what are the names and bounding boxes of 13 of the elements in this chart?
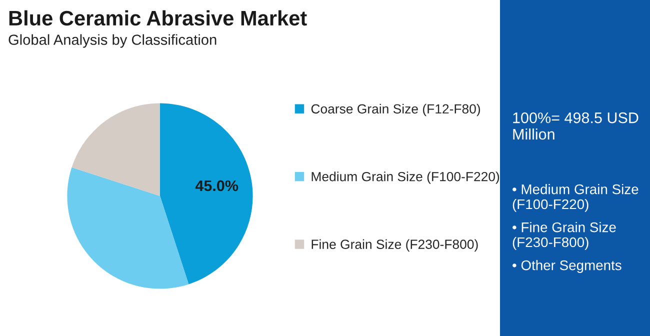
pie-slice: [72, 103, 160, 196]
legend-label: Medium Grain Size (F100-F220): [312, 172, 500, 184]
text: 100%= 498.5 USD Million: [513, 112, 638, 140]
legend-label: Coarse Grain Size (F12-F80): [311, 104, 480, 116]
text: • Fine Grain Size (F230-F800): [512, 222, 616, 250]
chart-subtitle: Global Analysis by Classification: [8, 34, 216, 48]
pie-slice: [160, 103, 253, 284]
chart-title: Blue Ceramic Abrasive Market: [9, 10, 307, 26]
data-label: 45.0%: [195, 180, 238, 192]
text: • Other Segments: [512, 260, 622, 273]
text: • Medium Grain Size (F100-F220): [512, 184, 638, 212]
pie-slice: [67, 167, 189, 289]
legend-label: Fine Grain Size (F230-F800): [312, 239, 478, 252]
